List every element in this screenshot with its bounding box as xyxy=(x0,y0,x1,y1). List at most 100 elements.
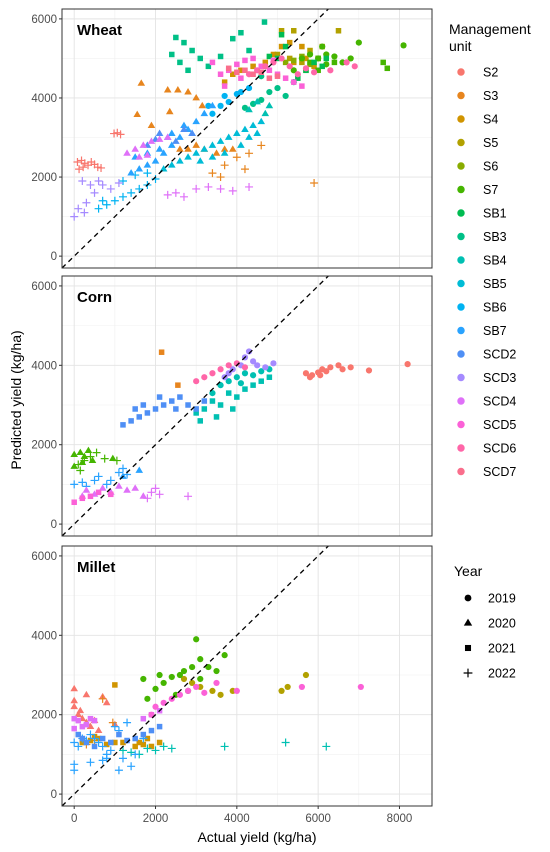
data-point xyxy=(180,675,188,683)
data-point xyxy=(310,69,318,76)
data-point xyxy=(78,177,87,186)
y-tick-label: 4000 xyxy=(31,630,57,642)
data-point xyxy=(261,19,268,25)
data-point xyxy=(165,107,174,115)
data-point xyxy=(319,63,325,70)
data-point xyxy=(112,739,118,746)
data-point xyxy=(160,402,167,408)
data-point xyxy=(197,656,204,663)
data-point xyxy=(286,39,293,46)
legend-key xyxy=(457,256,465,264)
x-tick-label: 4000 xyxy=(224,813,250,825)
data-point xyxy=(79,495,86,502)
data-point xyxy=(217,366,224,373)
legend-key xyxy=(457,138,465,147)
data-point xyxy=(246,47,252,54)
data-point xyxy=(249,372,257,379)
x-tick-label: 2000 xyxy=(143,813,169,825)
data-point xyxy=(220,161,229,170)
legend-key xyxy=(457,444,465,452)
legend-item: SB1 xyxy=(457,207,507,221)
data-point xyxy=(404,361,411,368)
data-point xyxy=(384,65,391,72)
data-point xyxy=(201,406,208,412)
data-point xyxy=(331,53,338,60)
y-tick-label: 6000 xyxy=(31,551,57,563)
panel-wheat: 0 2000 4000 6000 Wheat xyxy=(31,8,433,269)
data-point xyxy=(262,364,269,371)
data-point xyxy=(132,406,138,412)
legend-label: SB7 xyxy=(483,324,507,338)
data-point xyxy=(282,75,289,81)
data-point xyxy=(228,145,237,152)
panel-border xyxy=(61,545,433,807)
legend-item: 2022 xyxy=(463,667,516,681)
legend-key xyxy=(457,91,465,100)
legend-label: SCD6 xyxy=(483,442,516,456)
data-point xyxy=(221,652,228,659)
data-point xyxy=(192,141,200,148)
data-point xyxy=(136,739,143,746)
data-point xyxy=(208,153,217,160)
data-point xyxy=(233,687,240,694)
data-point xyxy=(98,196,107,205)
data-point xyxy=(233,374,240,381)
legend: Management unit S2S3S4S5S6S7SB1SB3SB4SB5S… xyxy=(449,21,531,681)
data-point xyxy=(299,83,305,89)
y-tick-label: 2000 xyxy=(31,710,57,722)
data-point xyxy=(147,121,156,129)
legend-item: SCD2 xyxy=(457,348,516,362)
data-point xyxy=(185,402,191,408)
data-point xyxy=(335,362,342,369)
data-point xyxy=(250,382,256,388)
data-point xyxy=(171,188,180,197)
data-point xyxy=(193,410,199,416)
data-point xyxy=(274,84,281,92)
data-point xyxy=(74,460,83,469)
data-point xyxy=(159,149,168,156)
data-point xyxy=(355,39,362,46)
data-point xyxy=(237,141,245,148)
data-point xyxy=(139,141,148,148)
data-point xyxy=(94,738,103,747)
data-point xyxy=(311,59,317,66)
data-point xyxy=(102,200,111,209)
data-point xyxy=(86,758,95,767)
data-point xyxy=(205,63,212,70)
data-point xyxy=(237,380,245,387)
data-point xyxy=(365,367,373,374)
y-tick-label: 4000 xyxy=(31,360,57,372)
data-point xyxy=(258,96,265,104)
data-point xyxy=(233,360,240,367)
data-point xyxy=(70,462,78,469)
major-grid xyxy=(62,9,432,268)
panel-border xyxy=(61,275,433,537)
data-point xyxy=(155,135,164,142)
data-point xyxy=(128,418,134,424)
data-point xyxy=(307,47,313,54)
y-tick-label: 2000 xyxy=(31,440,57,452)
data-point xyxy=(94,177,103,186)
data-point xyxy=(74,204,83,213)
data-point xyxy=(265,101,274,109)
y-tick-label: 2000 xyxy=(31,172,57,184)
data-point xyxy=(109,454,117,461)
data-point xyxy=(250,71,256,77)
data-point xyxy=(143,161,152,168)
data-point xyxy=(140,402,147,408)
data-point xyxy=(278,31,285,38)
legend-item: S6 xyxy=(457,160,498,174)
panel-background xyxy=(62,546,432,806)
data-point xyxy=(233,129,241,136)
data-point xyxy=(306,51,314,58)
data-point xyxy=(286,55,293,62)
legend-item: SCD5 xyxy=(457,418,516,432)
legend-key xyxy=(463,618,473,626)
data-point xyxy=(228,186,237,195)
data-point xyxy=(158,349,165,355)
data-point xyxy=(79,163,88,172)
data-point xyxy=(110,196,119,205)
data-point xyxy=(250,63,256,70)
data-point xyxy=(147,137,156,144)
data-point xyxy=(250,55,256,62)
